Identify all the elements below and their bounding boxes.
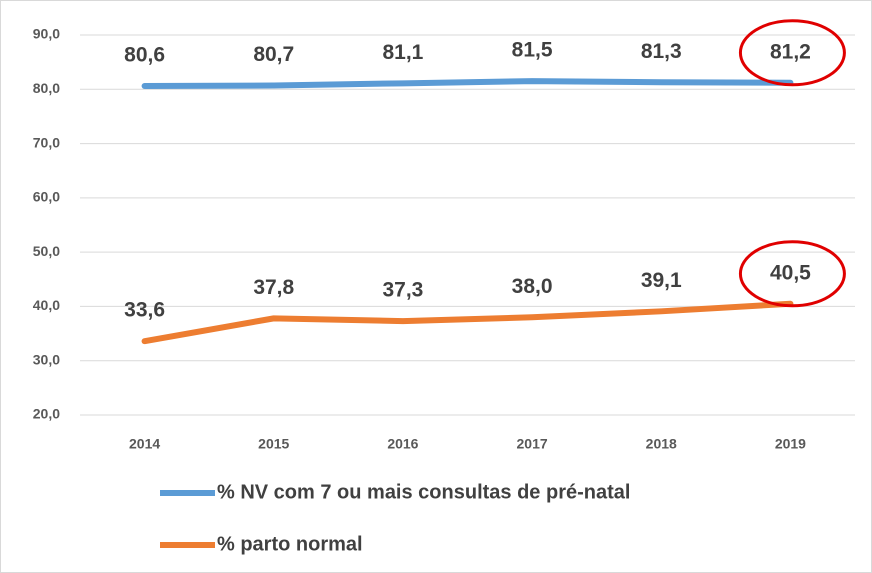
y-tick-label: 30,0 (33, 351, 60, 367)
x-tick-label: 2016 (387, 436, 418, 452)
x-tick-label: 2017 (517, 436, 548, 452)
legend-label: % parto normal (217, 533, 363, 555)
x-tick-label: 2015 (258, 436, 289, 452)
x-tick-label: 2019 (775, 436, 806, 452)
data-label: 33,6 (124, 299, 165, 322)
data-label: 37,8 (253, 276, 294, 299)
data-label: 37,3 (382, 279, 423, 302)
data-label: 38,0 (512, 275, 553, 298)
legend-label: % NV com 7 ou mais consultas de pré-nata… (217, 481, 630, 503)
x-tick-label: 2014 (129, 436, 160, 452)
y-tick-label: 40,0 (33, 297, 60, 313)
data-label: 81,5 (512, 39, 553, 62)
x-tick-label: 2018 (646, 436, 677, 452)
data-label: 81,3 (641, 40, 682, 63)
series-line (141, 300, 794, 345)
data-label: 81,1 (382, 41, 423, 64)
series-line (141, 78, 794, 90)
data-label: 80,6 (124, 44, 165, 67)
y-tick-label: 80,0 (33, 80, 60, 96)
y-tick-label: 20,0 (33, 406, 60, 422)
highlight-circle (738, 19, 846, 87)
y-tick-label: 50,0 (33, 243, 60, 259)
data-label: 39,1 (641, 269, 682, 292)
y-tick-label: 90,0 (33, 26, 60, 42)
y-tick-label: 70,0 (33, 134, 60, 150)
y-tick-label: 60,0 (33, 189, 60, 205)
highlight-circle (738, 240, 846, 308)
data-label: 40,5 (770, 261, 811, 284)
data-label: 81,2 (770, 40, 811, 63)
data-label: 80,7 (253, 43, 294, 66)
